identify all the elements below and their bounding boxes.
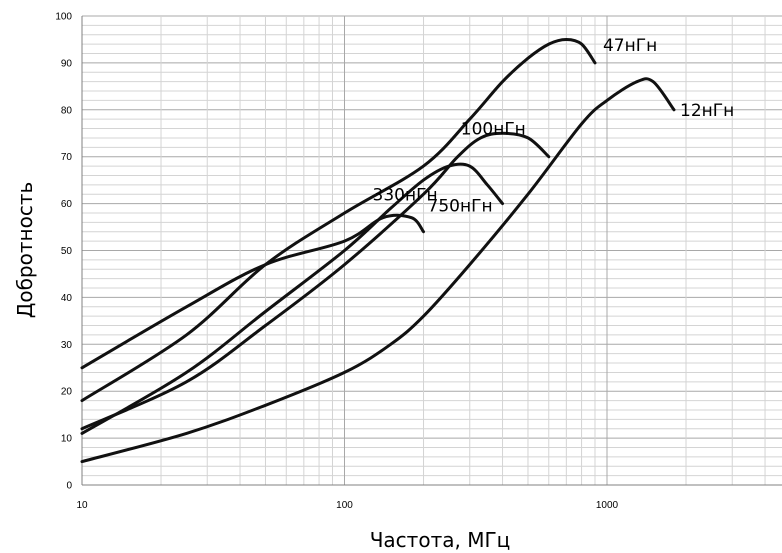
y-tick-label: 40 [61, 293, 73, 304]
x-axis-title: Частота, МГц [370, 528, 511, 552]
y-tick-label: 30 [61, 340, 73, 351]
y-axis-title: Добротность [13, 182, 37, 319]
y-tick-label: 60 [61, 199, 73, 210]
x-tick-label: 10 [76, 500, 88, 511]
series-line-3 [80, 131, 551, 431]
series-label-2: 47нГн [603, 36, 657, 56]
series-line-2 [80, 38, 597, 403]
y-tick-label: 70 [61, 152, 73, 163]
y-tick-label: 50 [61, 246, 73, 257]
series-line-1 [80, 77, 676, 464]
x-tick-label: 1000 [596, 500, 619, 511]
y-tick-label: 20 [61, 387, 73, 398]
series-line-4 [80, 162, 504, 435]
series-label-5: 750нГн [428, 197, 493, 217]
y-tick-label: 0 [66, 481, 72, 492]
series-label-3: 100нГн [461, 120, 526, 140]
y-tick-labels: 0 10 20 30 40 50 60 70 80 90 100 [55, 12, 72, 492]
grid [81, 15, 782, 486]
x-tick-labels: 10 100 1000 [76, 500, 618, 511]
series-label-4: 330нГн [373, 186, 438, 206]
y-tick-label: 100 [55, 12, 72, 23]
series-label-1: 12нГн [680, 101, 734, 121]
y-tick-label: 90 [61, 58, 73, 69]
y-tick-label: 10 [61, 434, 73, 445]
y-tick-label: 80 [61, 105, 73, 116]
x-tick-label: 100 [336, 500, 353, 511]
series-lines [80, 38, 676, 464]
series-line-5 [80, 213, 425, 370]
